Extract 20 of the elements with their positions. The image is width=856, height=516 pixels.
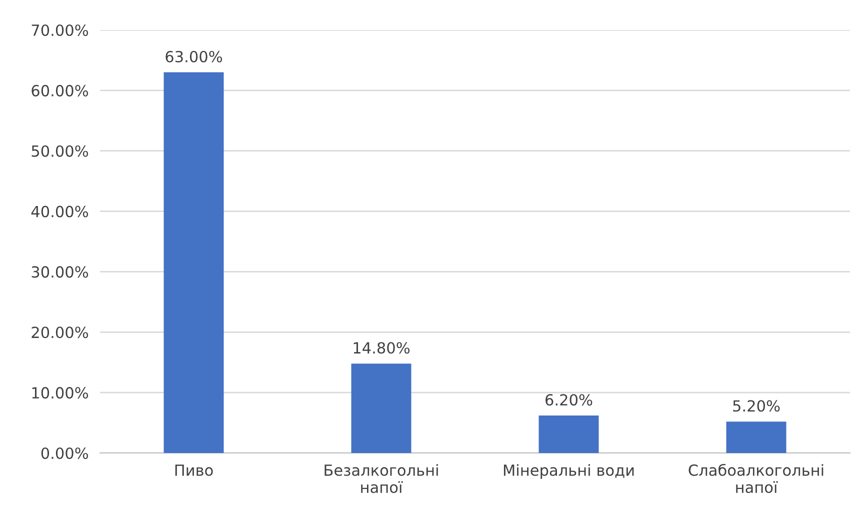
y-tick-label: 20.00% (32, 326, 88, 338)
bar (726, 422, 786, 453)
x-tick-label: Пиво (175, 464, 213, 476)
bar (164, 72, 224, 453)
y-tick-label: 50.00% (32, 145, 88, 157)
data-label: 14.80% (354, 342, 410, 354)
x-tick-label: Слабоалкогольні напої (688, 464, 824, 494)
data-label: 63.00% (166, 50, 222, 62)
y-tick-label: 10.00% (32, 387, 88, 399)
y-tick-label: 70.00% (32, 24, 88, 36)
x-tick-label: Безалкогольні напої (324, 464, 438, 494)
y-tick-label: 30.00% (32, 266, 88, 278)
y-tick-label: 0.00% (41, 447, 88, 460)
x-tick-label: Мінеральні води (504, 464, 634, 479)
data-label: 5.20% (733, 400, 780, 412)
data-label: 6.20% (546, 394, 592, 406)
y-tick-label: 40.00% (31, 206, 88, 218)
bar (351, 364, 412, 453)
y-tick-label: 60.00% (32, 84, 88, 96)
bar (538, 416, 599, 453)
